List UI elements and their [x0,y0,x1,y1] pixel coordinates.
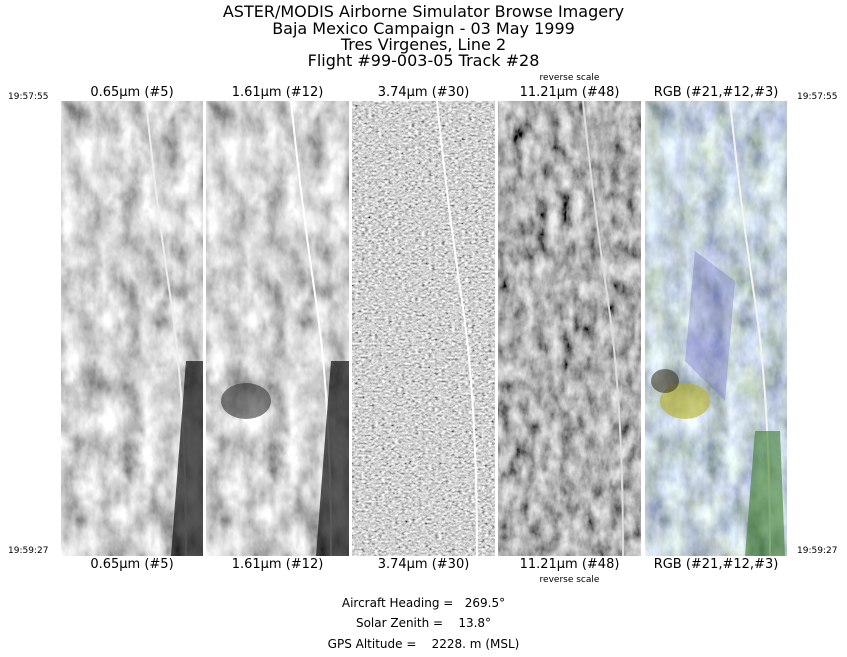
end-time-left: 19:59:27 [8,546,49,556]
panel-label-bottom-4: 11.21μm (#48) [519,557,620,572]
solar-zenith: Solar Zenith = 13.8° [355,616,492,630]
panel-label-bottom-3: 3.74μm (#30) [377,557,470,572]
title-line-4: Flight #99-003-05 Track #28 [307,51,540,70]
reverse-scale-note-top: reverse scale [539,73,600,83]
panel-label-top-2: 1.61μm (#12) [231,85,324,100]
start-time-right: 19:57:55 [797,92,838,102]
image-panel-11-21um [498,101,641,556]
aircraft-heading: Aircraft Heading = 269.5° [341,596,506,610]
end-time-right: 19:59:27 [797,546,838,556]
image-panel-0-65um [61,101,203,556]
panel-label-top-3: 3.74μm (#30) [377,85,470,100]
panel-label-top-4: 11.21μm (#48) [519,85,620,100]
panel-label-top-5: RGB (#21,#12,#3) [653,85,779,100]
title-line-2: Baja Mexico Campaign - 03 May 1999 [272,19,575,38]
title-line-3: Tres Virgenes, Line 2 [340,35,507,54]
panel-label-bottom-1: 0.65μm (#5) [90,557,174,572]
panel-label-bottom-5: RGB (#21,#12,#3) [653,557,779,572]
panel-label-top-1: 0.65μm (#5) [90,85,174,100]
reverse-scale-note-bottom: reverse scale [539,575,600,585]
title-line-1: ASTER/MODIS Airborne Simulator Browse Im… [222,2,625,21]
panel-label-bottom-2: 1.61μm (#12) [231,557,324,572]
image-panel-1-61um [206,101,349,556]
start-time-left: 19:57:55 [8,92,49,102]
image-panel-rgb [645,101,787,556]
image-panel-3-74um [352,101,495,556]
gps-altitude: GPS Altitude = 2228. m (MSL) [327,637,520,651]
